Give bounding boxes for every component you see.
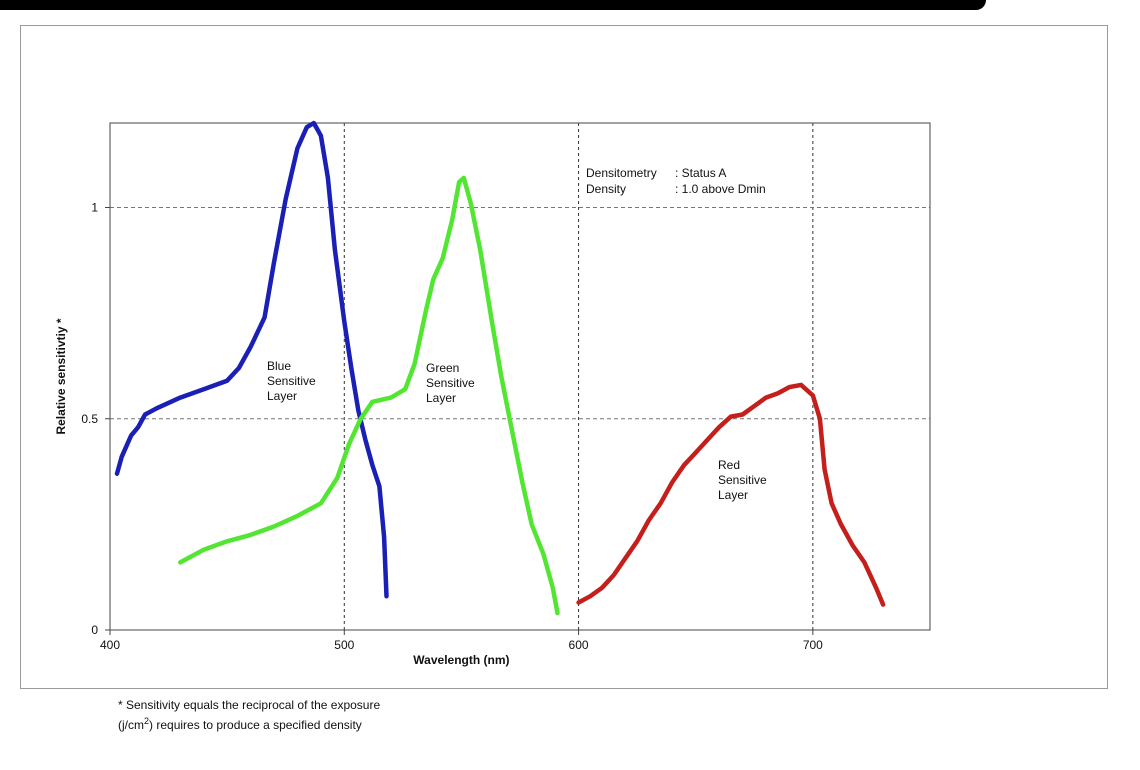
red-series-label: Sensitive xyxy=(718,473,767,487)
x-tick-label: 700 xyxy=(803,638,823,652)
green-series-label: Sensitive xyxy=(426,376,475,390)
footnote: * Sensitivity equals the reciprocal of t… xyxy=(118,697,380,733)
x-tick-label: 500 xyxy=(334,638,354,652)
y-axis-title: Relative sensitivtiy * xyxy=(54,318,68,434)
blue-series-label: Blue xyxy=(267,359,291,373)
footnote-line-2-suffix: ) requires to produce a specified densit… xyxy=(149,718,362,732)
densitometry-value: : Status A xyxy=(675,166,726,180)
green-series-label: Layer xyxy=(426,391,456,405)
top-bar xyxy=(0,0,986,10)
plot-area-border xyxy=(109,122,931,631)
density-value: : 1.0 above Dmin xyxy=(675,182,766,196)
green-series-label: Green xyxy=(426,361,459,375)
footnote-line-2-prefix: (j/cm xyxy=(118,718,144,732)
y-tick-label: 1 xyxy=(91,201,98,215)
density-key: Density xyxy=(586,182,626,196)
red-series-label: Layer xyxy=(718,488,748,502)
y-tick-label: 0.5 xyxy=(81,412,98,426)
footnote-line-1: * Sensitivity equals the reciprocal of t… xyxy=(118,698,381,712)
x-axis-title: Wavelength (nm) xyxy=(413,653,509,667)
densitometry-key: Densitometry xyxy=(586,166,657,180)
x-tick-label: 600 xyxy=(569,638,589,652)
green-sensitivity-curve xyxy=(178,175,560,616)
blue-series-label: Sensitive xyxy=(267,374,316,388)
red-sensitivity-curve xyxy=(576,382,886,607)
blue-sensitivity-curve xyxy=(114,120,389,599)
footnote-line-2: (j/cm2) requires to produce a specified … xyxy=(118,713,380,733)
blue-series-label: Layer xyxy=(267,389,297,403)
x-tick-label: 400 xyxy=(100,638,120,652)
y-tick-label: 0 xyxy=(91,623,98,637)
red-series-label: Red xyxy=(718,458,740,472)
chart-frame: 400 500 600 700 0 0.5 1 Blue Sensitive Layer Gree… xyxy=(20,25,1108,689)
footnote-superscript: 2 xyxy=(144,716,150,726)
